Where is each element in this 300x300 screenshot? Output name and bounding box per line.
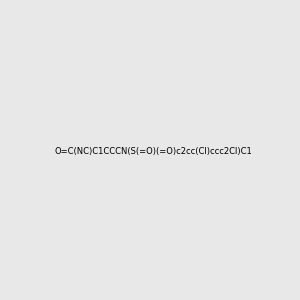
Text: O=C(NC)C1CCCN(S(=O)(=O)c2cc(Cl)ccc2Cl)C1: O=C(NC)C1CCCN(S(=O)(=O)c2cc(Cl)ccc2Cl)C1 xyxy=(55,147,253,156)
